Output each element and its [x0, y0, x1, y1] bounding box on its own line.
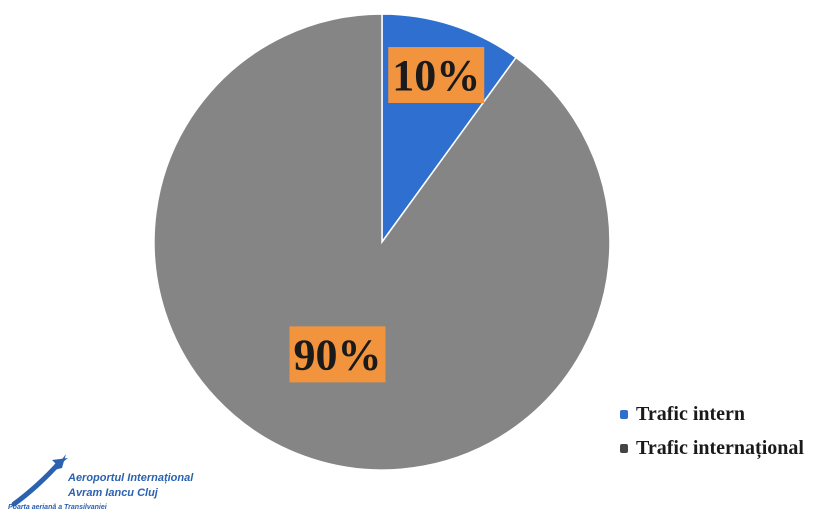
plane-icon: [11, 454, 68, 507]
legend-label-trafic-international: Trafic internațional: [636, 436, 804, 459]
logo-line2: Avram Iancu Cluj: [68, 487, 158, 499]
slice-label-bg-1: [289, 326, 386, 383]
legend: Trafic intern Trafic internațional: [620, 400, 804, 468]
legend-item-trafic-international: Trafic internațional: [620, 434, 804, 462]
legend-label-trafic-intern: Trafic intern: [636, 402, 746, 425]
slice-label-0: 10%: [388, 47, 485, 104]
logo-line1: Aeroportul Internațional: [68, 472, 194, 484]
legend-item-trafic-intern: Trafic intern: [620, 400, 804, 428]
legend-swatch-trafic-international: [620, 443, 628, 453]
pie-slice-1: [153, 13, 611, 471]
legend-swatch-trafic-intern: [620, 409, 628, 419]
slice-label-1: 90%: [289, 326, 386, 383]
slice-label-text-0: 10%: [392, 51, 480, 100]
logo-line3: Poarta aeriană a Transilvaniei: [8, 504, 107, 511]
slice-label-bg-0: [388, 47, 485, 104]
airport-logo: Aeroportul Internațional Avram Iancu Clu…: [8, 448, 228, 515]
slice-label-text-1: 90%: [294, 330, 382, 379]
